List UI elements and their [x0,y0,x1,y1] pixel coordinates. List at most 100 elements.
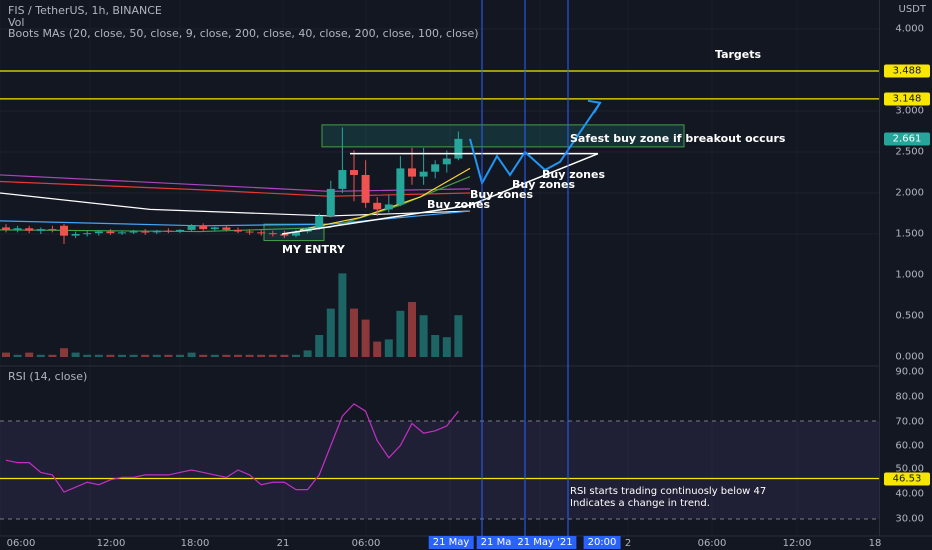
time-badge: 21 May '21 [513,536,577,549]
price-tick: 0.000 [895,351,924,363]
rsi-line [5,403,459,493]
trendline-support [281,204,471,235]
rsi-indicator-label[interactable]: RSI (14, close) [8,370,88,383]
volume-bar [234,354,242,357]
volume-bar [106,354,115,357]
buy-zones-annotation[interactable]: Buy zones [470,188,534,201]
time-badge: 21 Ma [476,536,516,549]
candle-body [36,229,45,231]
candle-body [118,232,126,234]
candle-body [176,229,184,232]
candle-body [280,234,289,236]
rsi-tick: 50.00 [895,463,924,475]
my-entry-annotation[interactable]: MY ENTRY [282,243,345,256]
volume-indicator-label[interactable]: Vol [8,16,25,29]
candle-body [13,228,22,230]
safest-buy-zone-box [321,124,685,148]
time-label: 2 [624,538,632,549]
volume-bar [384,339,393,357]
volume-bar [268,354,277,357]
candle-body [268,233,277,235]
rsi-note-line-1[interactable]: RSI starts trading continuosly below 47 [570,486,767,497]
volume-bar [141,354,150,357]
rsi-tick: 70.00 [895,416,924,428]
time-label: 12:00 [96,538,126,549]
candle-body [419,171,428,177]
volume-bar [129,354,138,357]
target-price-badge: 3.488 [884,64,930,78]
candle-body [442,158,451,165]
volume-bar [187,352,196,357]
candle-body [326,188,335,216]
volume-bar [222,354,231,357]
volume-bar [60,348,68,357]
candle-body [25,228,34,231]
candle-body [292,231,300,236]
volume-bar [210,354,219,357]
candle-body [408,168,416,177]
price-tick: 1.500 [895,228,924,240]
price-tick: 2.500 [895,146,924,158]
volume-bar [2,352,10,357]
buy-zones-annotation[interactable]: Buy zones [542,168,606,181]
safest-buy-zone-annotation[interactable]: Safest buy zone if breakout occurs [570,132,786,145]
rsi-tick: 60.00 [895,440,924,452]
volume-bar [25,352,34,357]
candle-body [106,231,115,234]
rsi-tick: 90.00 [895,366,924,378]
last-price-badge: 2.661 [884,132,930,146]
buy-zones-annotation[interactable]: Buy zones [512,178,576,191]
time-label: 06:00 [351,538,381,549]
volume-bar [326,308,335,357]
volume-bar [83,354,92,357]
projection-arrowhead [587,99,602,114]
price-tick: 4.000 [895,23,924,35]
candle-body [199,225,208,230]
volume-bar [396,310,405,357]
candle-body [141,231,150,233]
volume-bar [350,308,358,357]
candle-body [222,227,231,230]
time-label: 18:00 [180,538,210,549]
rsi-value-badge: 46.53 [884,472,930,486]
ma-line-blue [0,210,471,227]
time-label: 21 [276,538,290,549]
candle-body [164,230,173,232]
candle-body [384,204,393,210]
candle-body [234,229,242,232]
targets-annotation[interactable]: Targets [715,48,762,61]
trendline-rising [469,152,599,206]
candle-body [71,234,80,236]
price-tick: 2.000 [895,187,924,199]
symbol-title[interactable]: FIS / TetherUS, 1h, BINANCE [8,4,162,17]
buy-zones-annotation[interactable]: Buy zones [427,198,491,211]
volume-bar [280,354,289,357]
volume-bar [48,354,57,357]
rsi-tick: 80.00 [895,391,924,403]
volume-bar [176,354,184,357]
price-tick: 3.000 [895,105,924,117]
price-scale[interactable]: USDT 4.000 3.000 2.500 2.000 1.500 1.000… [879,0,932,536]
target-price-badge: 3.148 [884,92,930,106]
candle-body [83,233,92,235]
volume-bar [118,354,126,357]
candle-body [350,170,358,175]
time-label: 06:00 [697,538,727,549]
time-badge: 20:00 [583,536,621,549]
candle-body [454,138,463,159]
rsi-note-line-2[interactable]: Indicates a change in trend. [570,498,710,509]
rsi-tick: 40.00 [895,488,924,500]
moving-averages-label[interactable]: Boots MAs (20, close, 50, close, 9, clos… [8,27,479,40]
volume-bar [13,354,22,357]
ma-line-white [0,192,471,217]
volume-bar [431,335,440,357]
candle-body [152,230,161,233]
candle-body [94,231,103,234]
price-tick: 0.500 [895,310,924,322]
volume-bar [315,335,324,357]
time-label: 06:00 [6,538,36,549]
currency-label: USDT [898,4,926,15]
candle-body [257,232,266,234]
candle-body [2,227,10,230]
